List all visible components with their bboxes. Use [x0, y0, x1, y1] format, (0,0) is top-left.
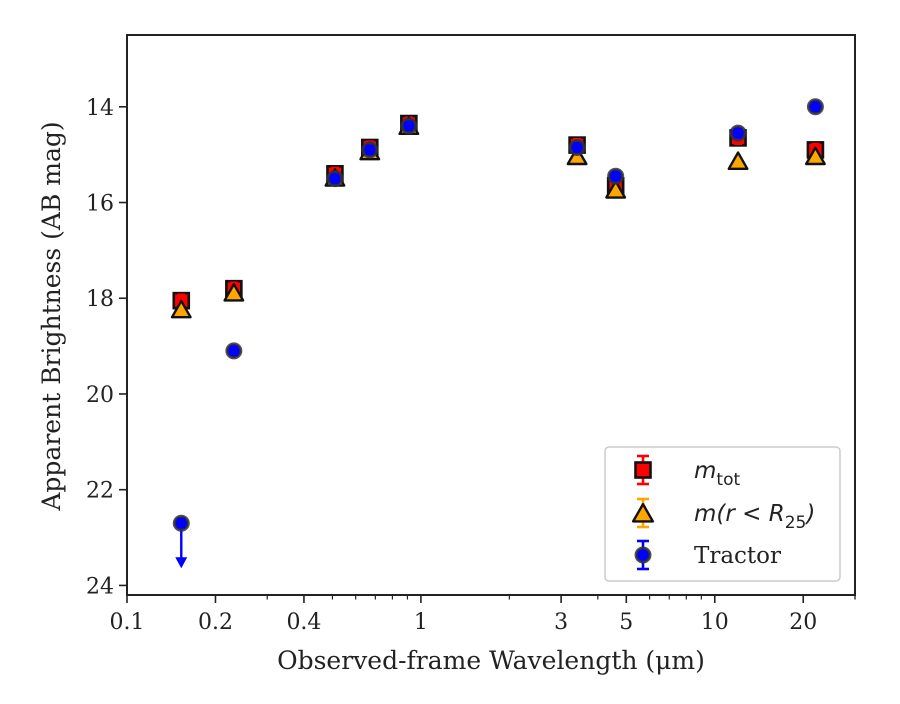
data-point: [607, 167, 625, 185]
x-tick-label: 0.2: [198, 610, 233, 635]
legend: mtot m(r < R25) Tractor: [604, 446, 841, 582]
x-tick-label: 0.4: [286, 610, 321, 635]
data-point: [568, 138, 586, 156]
triangle-marker: [727, 151, 749, 170]
data-point: [172, 514, 190, 569]
y-tick-label: 20: [86, 383, 114, 408]
data-point: [223, 282, 245, 302]
x-tick-label: 20: [789, 610, 817, 635]
data-point: [605, 180, 627, 199]
triangle-marker: [804, 146, 826, 166]
triangle-marker: [170, 299, 192, 319]
data-point: [170, 299, 192, 319]
y-axis-label: Apparent Brightness (AB mag): [37, 121, 66, 511]
triangle-marker: [605, 180, 627, 199]
y-tick-label: 24: [86, 574, 114, 599]
plot-frame: [126, 34, 856, 596]
x-tick-label: 1: [414, 610, 428, 635]
series-square: [172, 114, 825, 310]
square-marker: [634, 461, 652, 479]
series-triangle: [170, 116, 826, 319]
legend-entry: Tractor: [634, 539, 781, 571]
data-point: [326, 170, 344, 188]
data-marks: [170, 98, 826, 569]
data-point: [225, 342, 243, 360]
legend-entry: mtot: [634, 454, 740, 490]
data-point: [804, 146, 826, 166]
triangle-marker: [223, 282, 245, 302]
legend-label: Tractor: [694, 543, 781, 569]
data-point: [806, 98, 824, 116]
x-axis-label: Observed-frame Wavelength (μm): [277, 646, 705, 675]
legend-box: [604, 446, 841, 582]
legend-label: mtot: [694, 458, 740, 490]
x-tick-label: 10: [701, 610, 729, 635]
data-point: [727, 151, 749, 170]
series-circle: [172, 98, 824, 569]
triangle-marker: [631, 502, 655, 523]
x-tick-label: 5: [619, 610, 633, 635]
y-tick-label: 22: [86, 479, 114, 504]
y-tick-label: 16: [86, 192, 114, 217]
data-point: [361, 141, 379, 159]
plot-area: [126, 34, 856, 596]
data-point: [729, 124, 747, 142]
x-tick-label: 3: [554, 610, 568, 635]
y-tick-label: 14: [86, 96, 114, 121]
y-tick-label: 18: [86, 287, 114, 312]
x-tick-label: 0.1: [110, 610, 145, 635]
data-point: [400, 117, 418, 135]
legend-entry: m(r < R25): [631, 497, 815, 533]
legend-label: m(r < R25): [694, 501, 815, 533]
axis-ticks: 0.1 0.2 0.4 1 3 5 10 20 14 16 18 20 22 24: [86, 96, 856, 635]
upper-limit-arrow: [175, 557, 188, 569]
circle-marker: [634, 546, 652, 564]
